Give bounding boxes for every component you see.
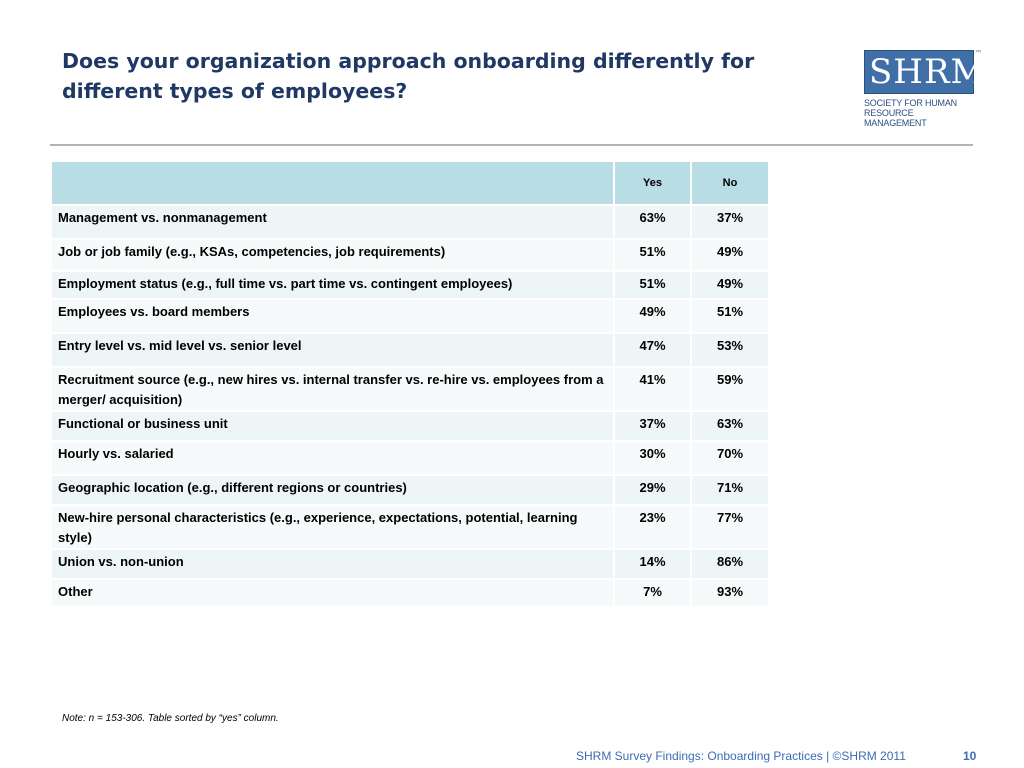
row-yes-value: 14% — [613, 549, 691, 580]
header-no: No — [690, 162, 768, 206]
row-label: Employment status (e.g., full time vs. p… — [52, 271, 614, 300]
row-no-value: 93% — [690, 579, 768, 608]
row-no-value: 86% — [690, 549, 768, 580]
footer-text: SHRM Survey Findings: Onboarding Practic… — [576, 749, 906, 763]
table-row: New-hire personal characteristics (e.g.,… — [52, 505, 768, 550]
table-row: Hourly vs. salaried 30% 70% — [52, 441, 768, 476]
table-row: Entry level vs. mid level vs. senior lev… — [52, 333, 768, 368]
logo-subtitle-line2: RESOURCE MANAGEMENT — [864, 108, 927, 128]
table-row: Union vs. non-union 14% 86% — [52, 549, 768, 580]
table-header-row: Yes No — [52, 162, 768, 206]
table-note: Note: n = 153-306. Table sorted by “yes”… — [62, 713, 279, 724]
page-number: 10 — [963, 749, 977, 763]
row-no-value: 49% — [690, 271, 768, 300]
title-divider — [50, 144, 973, 146]
row-yes-value: 49% — [613, 299, 691, 334]
row-label: Employees vs. board members — [52, 299, 614, 334]
row-yes-value: 51% — [613, 271, 691, 300]
table-row: Management vs. nonmanagement 63% 37% — [52, 205, 768, 240]
row-no-value: 49% — [690, 239, 768, 272]
table-row: Functional or business unit 37% 63% — [52, 411, 768, 442]
row-label: New-hire personal characteristics (e.g.,… — [52, 505, 614, 550]
header-blank — [52, 162, 614, 206]
row-label: Other — [52, 579, 614, 608]
results-table: Yes No Management vs. nonmanagement 63% 37… — [52, 162, 768, 608]
row-no-value: 77% — [690, 505, 768, 550]
table-row: Geographic location (e.g., different reg… — [52, 475, 768, 506]
row-yes-value: 47% — [613, 333, 691, 368]
row-label: Hourly vs. salaried — [52, 441, 614, 476]
row-yes-value: 63% — [613, 205, 691, 240]
header-yes: Yes — [613, 162, 691, 206]
row-yes-value: 29% — [613, 475, 691, 506]
row-no-value: 63% — [690, 411, 768, 442]
row-yes-value: 23% — [613, 505, 691, 550]
row-no-value: 70% — [690, 441, 768, 476]
row-label: Geographic location (e.g., different reg… — [52, 475, 614, 506]
logo-subtitle-line1: SOCIETY FOR HUMAN — [864, 98, 957, 108]
row-yes-value: 30% — [613, 441, 691, 476]
row-no-value: 37% — [690, 205, 768, 240]
table-row: Employment status (e.g., full time vs. p… — [52, 271, 768, 300]
row-yes-value: 51% — [613, 239, 691, 272]
row-no-value: 51% — [690, 299, 768, 334]
row-label: Management vs. nonmanagement — [52, 205, 614, 240]
row-no-value: 71% — [690, 475, 768, 506]
row-label: Job or job family (e.g., KSAs, competenc… — [52, 239, 614, 272]
logo-trademark: ™ — [975, 50, 981, 56]
row-no-value: 53% — [690, 333, 768, 368]
shrm-logo: SHRM ™ SOCIETY FOR HUMAN RESOURCE MANAGE… — [864, 50, 985, 128]
row-label: Functional or business unit — [52, 411, 614, 442]
logo-subtitle: SOCIETY FOR HUMAN RESOURCE MANAGEMENT — [864, 98, 976, 128]
slide-title: Does your organization approach onboardi… — [62, 49, 755, 103]
table-row: Job or job family (e.g., KSAs, competenc… — [52, 239, 768, 272]
logo-mark-box: SHRM — [864, 50, 985, 94]
row-yes-value: 37% — [613, 411, 691, 442]
row-label: Entry level vs. mid level vs. senior lev… — [52, 333, 614, 368]
row-label: Union vs. non-union — [52, 549, 614, 580]
row-no-value: 59% — [690, 367, 768, 412]
row-label: Recruitment source (e.g., new hires vs. … — [52, 367, 614, 412]
row-yes-value: 7% — [613, 579, 691, 608]
row-yes-value: 41% — [613, 367, 691, 412]
table-row: Employees vs. board members 49% 51% — [52, 299, 768, 334]
logo-mark-text: SHRM — [869, 52, 987, 92]
table-row: Recruitment source (e.g., new hires vs. … — [52, 367, 768, 412]
table-row: Other 7% 93% — [52, 579, 768, 608]
